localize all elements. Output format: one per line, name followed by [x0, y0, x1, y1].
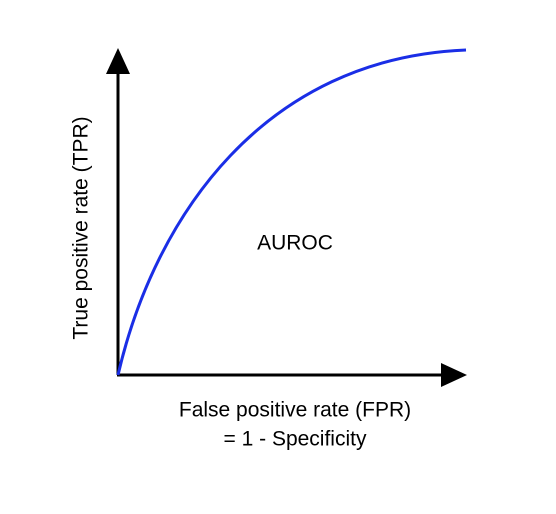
y-axis-arrow — [106, 48, 130, 74]
x-axis-arrow — [441, 363, 467, 387]
area-label: AUROC — [257, 232, 333, 255]
roc-curve — [116, 48, 467, 376]
x-axis-label: False positive rate (FPR) — [179, 399, 411, 422]
x-axis-label: = 1 - Specificity — [224, 428, 367, 451]
y-axis-label: True positive rate (TPR) — [70, 116, 93, 339]
